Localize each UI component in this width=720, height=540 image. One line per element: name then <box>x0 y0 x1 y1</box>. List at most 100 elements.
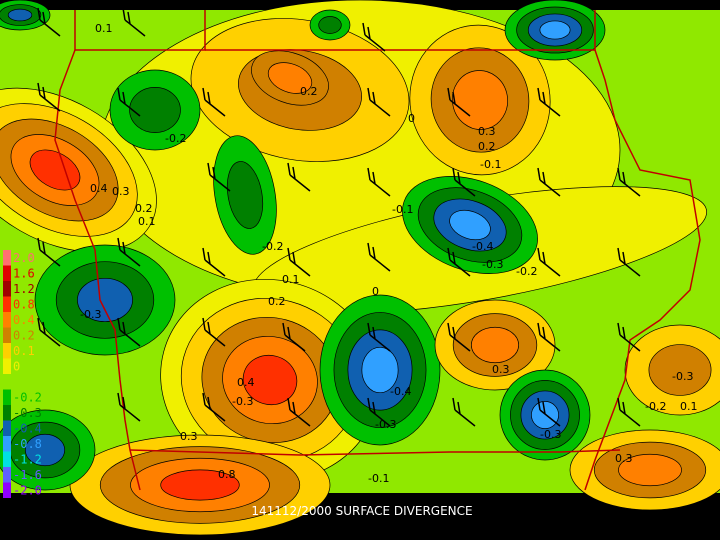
legend-swatch <box>3 296 11 312</box>
contour-label: 0.2 <box>268 295 286 308</box>
legend-label: 0 <box>13 360 20 374</box>
wind-barb <box>202 87 226 117</box>
contour-label: -0.3 <box>672 370 693 383</box>
contour-band <box>618 453 682 487</box>
wind-barb <box>37 82 61 112</box>
contour-label: 0.3 <box>478 125 496 138</box>
legend: 2.0 1.61.2 0.80.4 0.20.1 0-0.1 -0.2-0.3 -0.4-0… <box>3 250 42 498</box>
legend-swatch <box>3 467 11 483</box>
legend-swatch <box>3 436 11 452</box>
contour-labels: 0.1-0.20.200.30.2-0.10.4 0.30.20.1-0.2-0.… <box>80 22 698 485</box>
contour-label: 0 <box>408 112 415 125</box>
legend-swatch <box>3 451 11 467</box>
wind-barb <box>452 397 476 427</box>
contour-label: 0.4 <box>90 182 108 195</box>
wind-barb <box>537 87 561 117</box>
contour-band <box>361 346 399 394</box>
contour-label: 0.3 <box>615 452 633 465</box>
contour-label: -0.2 <box>516 265 537 278</box>
legend-label: -0.8 <box>13 437 42 451</box>
legend-label: 2.0 <box>13 251 35 265</box>
contour-label: 0.1 <box>95 22 113 35</box>
contour-band <box>648 344 712 396</box>
contour-label: 0.4 <box>237 376 255 389</box>
contour-band <box>77 277 133 323</box>
wind-barb <box>287 162 311 192</box>
contour-label: 0.1 <box>680 400 698 413</box>
map-title: 141112/2000 SURFACE DIVERGENCE <box>251 504 472 518</box>
legend-label: -0.4 <box>13 422 42 436</box>
contour-band <box>242 354 298 406</box>
wind-barb <box>117 317 141 347</box>
legend-swatch <box>3 312 11 328</box>
contour-label: -0.3 <box>482 258 503 271</box>
contour-label: 0.1 <box>282 273 300 286</box>
legend-label: -0.2 <box>13 391 42 405</box>
wind-barbs <box>37 7 641 427</box>
legend-label: -2.0 <box>13 484 42 498</box>
wind-barb <box>617 167 641 197</box>
contour-label: -0.1 <box>392 203 413 216</box>
wind-barb <box>447 87 471 117</box>
contour-label: 0 <box>372 285 379 298</box>
contour-band <box>226 161 264 229</box>
wind-barb <box>367 87 391 117</box>
wind-barb <box>202 392 226 422</box>
wind-barb <box>207 162 231 192</box>
wind-barb <box>617 322 641 352</box>
wind-barb <box>37 7 61 37</box>
legend-label: -1.6 <box>13 468 42 482</box>
contour-label: -0.2 <box>165 132 186 145</box>
contour-band <box>471 326 519 364</box>
wind-barb <box>122 7 146 37</box>
wind-barb <box>537 247 561 277</box>
wind-barb <box>37 317 61 347</box>
legend-label: 1.2 <box>13 282 35 296</box>
contour-band <box>318 16 342 34</box>
wind-barb <box>537 322 561 352</box>
legend-swatch <box>3 281 11 297</box>
contour-label: 0.2 <box>135 202 153 215</box>
wind-barb <box>447 322 471 352</box>
wind-barb <box>452 167 476 197</box>
wind-barb <box>367 322 391 352</box>
legend-swatch <box>3 405 11 421</box>
legend-swatch <box>3 327 11 343</box>
contour-label: -0.1 <box>480 158 501 171</box>
wind-barb <box>362 22 386 52</box>
contour-label: -0.2 <box>645 400 666 413</box>
wind-barb <box>202 317 226 347</box>
contour-band <box>24 433 66 467</box>
legend-swatch <box>3 374 11 390</box>
contour-label: 0.3 <box>112 185 130 198</box>
legend-label: 0.1 <box>13 344 35 358</box>
legend-swatch <box>3 389 11 405</box>
contour-label: 0.3 <box>492 363 510 376</box>
wind-barb <box>367 242 391 272</box>
legend-swatch <box>3 343 11 359</box>
wind-barb <box>537 167 561 197</box>
wind-barb <box>37 237 61 267</box>
contour-band <box>449 209 491 241</box>
borders <box>54 10 701 491</box>
contour-label: -0.4 <box>390 385 411 398</box>
state-border <box>54 49 141 491</box>
contour-band <box>7 8 33 22</box>
contour-label: 0.8 <box>218 468 236 481</box>
wind-barb <box>117 87 141 117</box>
legend-label: 0.2 <box>13 329 35 343</box>
legend-label: -1.2 <box>13 453 42 467</box>
legend-swatch <box>3 358 11 374</box>
wind-barb <box>287 397 311 427</box>
contour-label: -0.3 <box>80 308 101 321</box>
wind-barb <box>282 322 306 352</box>
wind-barb <box>202 247 226 277</box>
wind-barb <box>617 247 641 277</box>
legend-label: 0.8 <box>13 298 35 312</box>
contour-band <box>160 469 240 501</box>
contour-band <box>267 62 313 94</box>
contour-label: -0.3 <box>375 418 396 431</box>
legend-label: -0.3 <box>13 406 42 420</box>
